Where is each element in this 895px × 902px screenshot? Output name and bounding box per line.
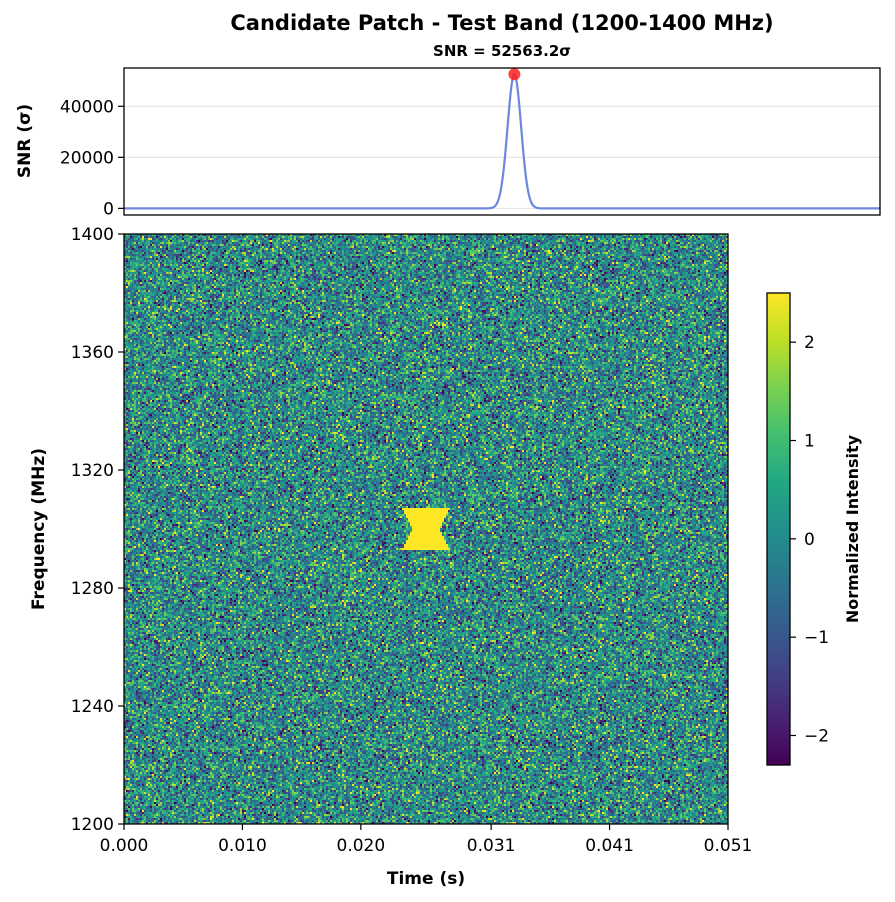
heatmap-y-tick-label: 1320	[71, 461, 114, 481]
heatmap-x-ticks: 0.000 0.010 0.020 0.031 0.041 0.051	[100, 824, 753, 856]
heatmap-x-axis-label: Time (s)	[387, 869, 465, 889]
heatmap-x-tick-label: 0.010	[218, 836, 267, 856]
heatmap-axes-frame	[123, 233, 729, 825]
snr-axes-frame	[123, 67, 881, 216]
chart-subtitle: SNR = 52563.2σ	[433, 42, 571, 60]
snr-y-axis-label: SNR (σ)	[15, 104, 35, 178]
heatmap-x-tick-label: 0.000	[100, 836, 149, 856]
heatmap-x-tick-label: 0.020	[337, 836, 386, 856]
colorbar-ticks: −2 −1 0 1 2	[790, 333, 829, 747]
heatmap-y-tick-label: 1400	[71, 225, 114, 245]
colorbar-frame	[766, 292, 791, 766]
heatmap-y-tick-label: 1360	[71, 343, 114, 363]
heatmap-image	[124, 234, 728, 824]
chart-title: Candidate Patch - Test Band (1200-1400 M…	[230, 11, 774, 35]
heatmap-y-axis-label: Frequency (MHz)	[29, 448, 49, 610]
snr-y-tick-label: 0	[103, 199, 114, 219]
colorbar-tick-label: −2	[804, 727, 829, 747]
heatmap-x-tick-label: 0.041	[585, 836, 634, 856]
colorbar-gradient	[767, 293, 790, 765]
heatmap-x-tick-label: 0.051	[704, 836, 753, 856]
heatmap-y-tick-label: 1240	[71, 697, 114, 717]
snr-y-tick-label: 20000	[60, 148, 114, 168]
colorbar-tick-label: 2	[804, 333, 815, 353]
colorbar-label: Normalized Intensity	[843, 434, 862, 623]
heatmap-y-tick-label: 1200	[71, 815, 114, 835]
snr-y-ticks: 0 20000 40000	[60, 97, 124, 219]
snr-series-line	[124, 72, 880, 210]
heatmap-y-tick-label: 1280	[71, 579, 114, 599]
snr-gridlines	[124, 105, 880, 209]
colorbar-tick-label: 1	[804, 432, 815, 452]
colorbar-tick-label: −1	[804, 628, 829, 648]
snr-peak-marker	[508, 68, 521, 81]
colorbar-tick-label: 0	[804, 530, 815, 550]
heatmap-x-tick-label: 0.031	[467, 836, 516, 856]
heatmap-y-ticks: 1200 1240 1280 1320 1360 1400	[71, 225, 124, 835]
snr-y-tick-label: 40000	[60, 97, 114, 117]
